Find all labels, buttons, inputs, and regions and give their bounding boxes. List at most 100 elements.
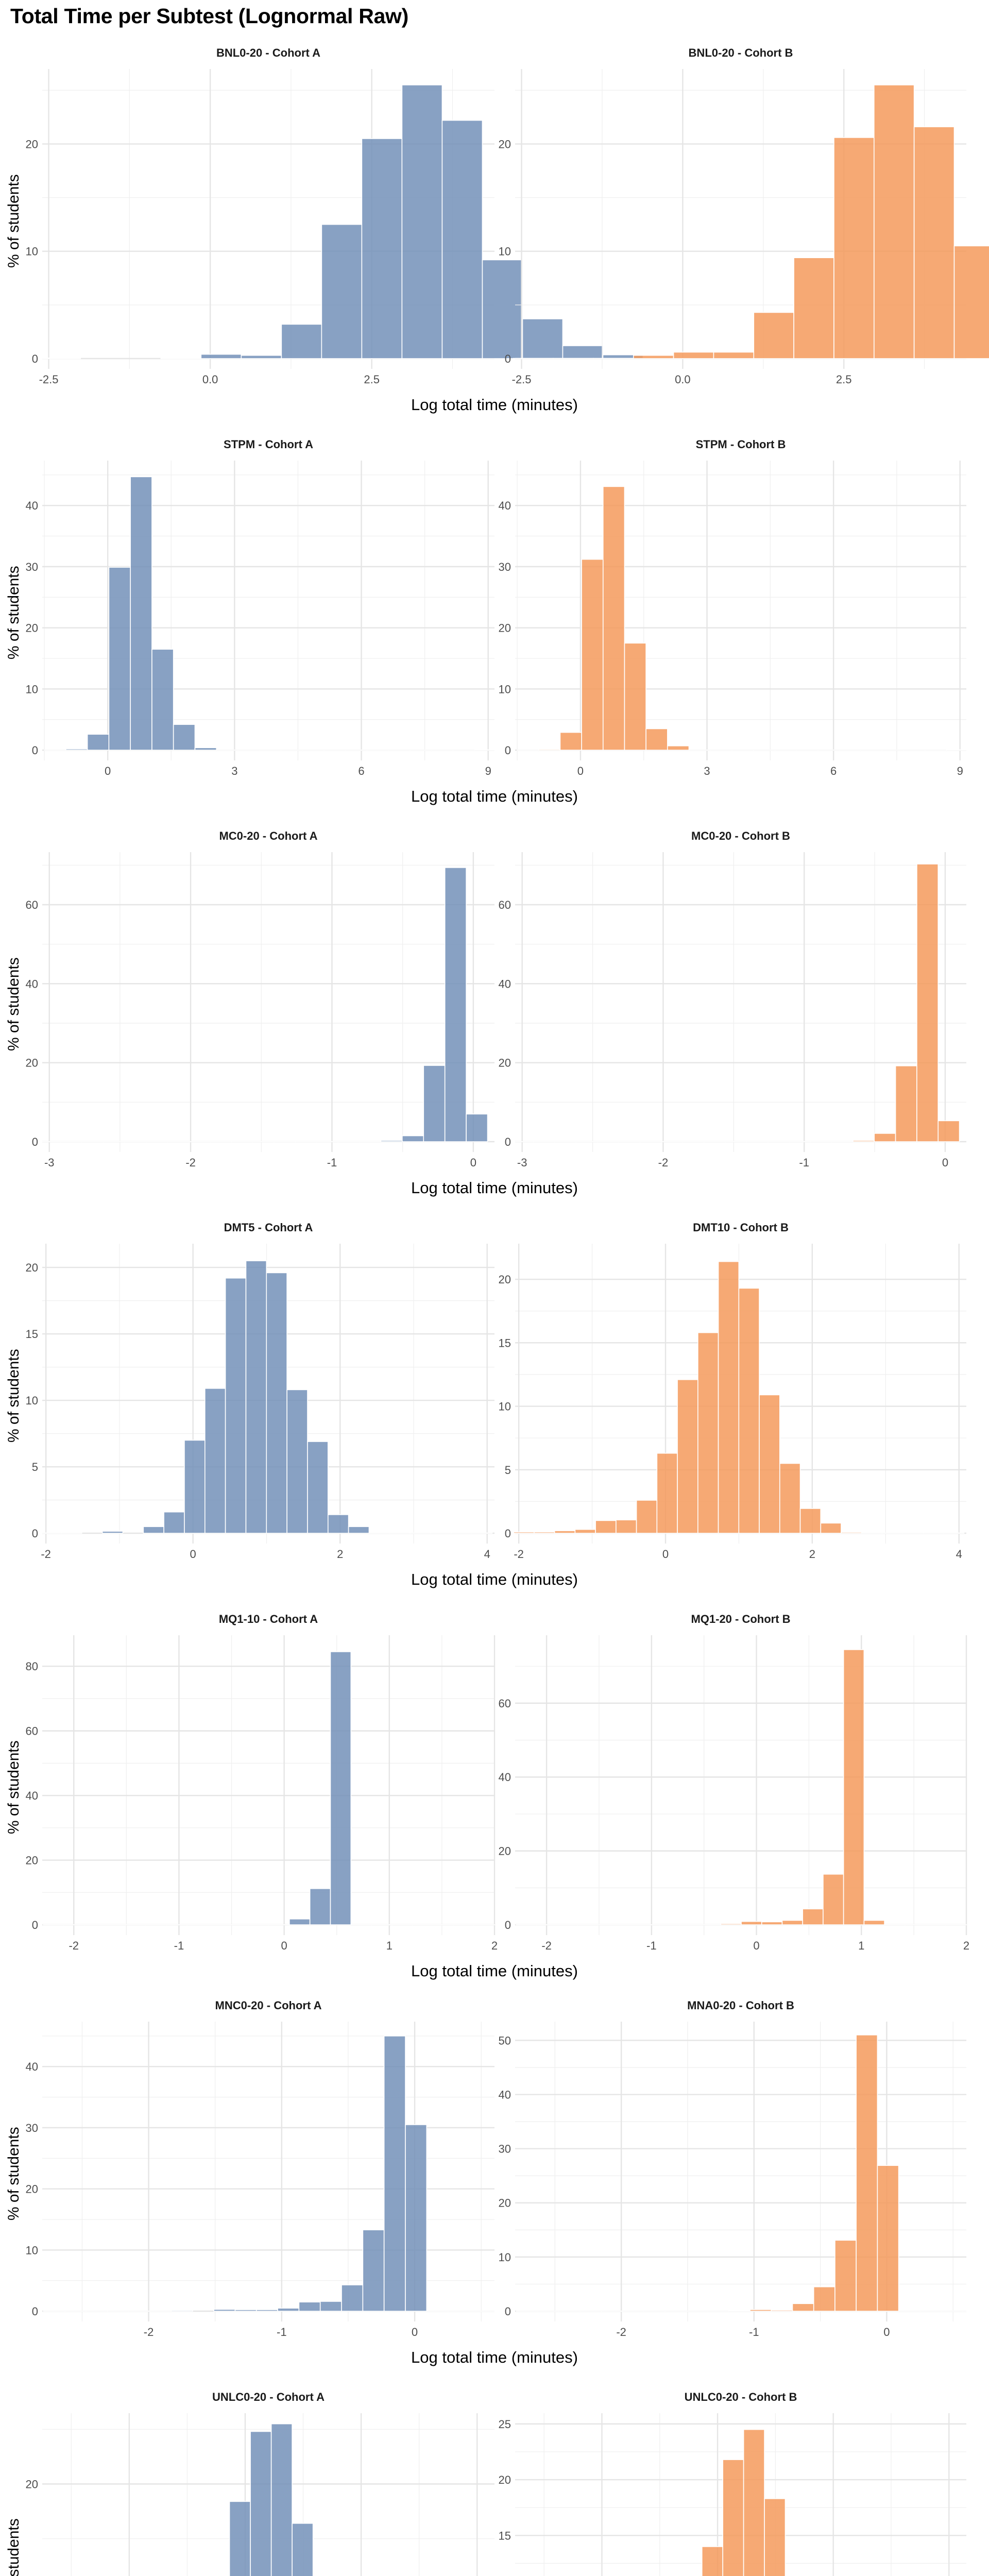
x-tick-label: 4 xyxy=(956,1548,962,1561)
histogram-bar xyxy=(624,642,646,751)
y-tick-label: 15 xyxy=(26,1328,38,1341)
panel-title: MQ1-20 - Cohort B xyxy=(691,1613,790,1625)
histogram-bar xyxy=(277,2308,300,2312)
histogram-bar xyxy=(534,1531,555,1534)
histogram-panel: STPM - Cohort A 0 3 6 9 0 10 20 30 40 xyxy=(26,438,497,777)
x-tick-label: 1 xyxy=(858,1939,864,1952)
histogram-bar xyxy=(741,1921,762,1925)
histogram-bar xyxy=(65,748,88,751)
x-tick-label: -2 xyxy=(185,1156,196,1169)
y-tick-label: 0 xyxy=(505,1527,511,1540)
histogram-bar xyxy=(697,1332,719,1534)
y-tick-label: 40 xyxy=(499,1771,511,1784)
histogram-bar xyxy=(877,2165,899,2312)
facet-row: % of students Log total time (minutes) MNC… xyxy=(0,1985,989,2377)
x-tick-label: 3 xyxy=(704,765,710,777)
panel-title: MQ1-10 - Cohort A xyxy=(219,1613,318,1625)
y-tick-label: 20 xyxy=(26,1854,38,1867)
histogram-bar xyxy=(720,1923,742,1925)
histogram-bar xyxy=(749,2309,772,2312)
y-tick-label: 0 xyxy=(505,744,511,757)
y-tick-label: 20 xyxy=(26,138,38,150)
y-tick-label: 20 xyxy=(499,2197,511,2210)
x-tick-label: -1 xyxy=(277,2326,287,2338)
facet-row: % of students Log total time (minutes) MQ1… xyxy=(0,1598,989,1991)
histogram-bar xyxy=(743,2429,765,2576)
histogram-bar xyxy=(292,2523,314,2576)
y-tick-label: 20 xyxy=(26,2478,38,2490)
histogram-bar xyxy=(266,1272,287,1534)
histogram-bar xyxy=(834,2240,857,2312)
x-tick-label: 2 xyxy=(491,1939,498,1952)
panel-title: STPM - Cohort A xyxy=(224,438,313,451)
panel-title: BNL0-20 - Cohort B xyxy=(689,46,793,59)
histogram-bar xyxy=(616,1519,637,1534)
histogram-bar xyxy=(792,2303,814,2312)
histogram-bar xyxy=(130,476,152,751)
histogram-bar xyxy=(753,312,794,359)
histogram-bar xyxy=(40,358,81,359)
y-tick-label: 40 xyxy=(26,977,38,990)
histogram-panel: STPM - Cohort B 0 3 6 9 0 10 20 30 40 xyxy=(499,438,968,777)
x-tick-label: -2.5 xyxy=(39,373,59,386)
y-tick-label: 20 xyxy=(499,1273,511,1286)
x-axis-label: Log total time (minutes) xyxy=(411,787,578,805)
histogram-bar xyxy=(863,1920,885,1925)
x-tick-label: -2 xyxy=(616,2326,626,2338)
facet-row: % of students Log total time (minutes) MC0… xyxy=(0,815,989,1208)
histogram-bar xyxy=(799,1508,822,1534)
histogram-bar xyxy=(229,2501,251,2576)
y-tick-label: 20 xyxy=(26,1261,38,1274)
x-axis-label: Log total time (minutes) xyxy=(411,1962,578,1980)
histogram-bar xyxy=(728,2310,751,2312)
histogram-bar xyxy=(595,1520,617,1534)
x-tick-label: 6 xyxy=(830,765,837,777)
x-tick-label: 1 xyxy=(386,1939,393,1952)
histogram-panel: UNLC0-20 - Cohort A-202401020 xyxy=(26,2391,494,2576)
x-tick-label: 3 xyxy=(231,765,237,777)
y-tick-label: 5 xyxy=(505,1464,511,1477)
facet-row: % of students Log total time (minutes) BNL… xyxy=(0,32,989,425)
panel-title: STPM - Cohort B xyxy=(696,438,786,451)
y-tick-label: 10 xyxy=(499,245,511,258)
histogram-bar xyxy=(633,354,674,359)
x-tick-label: 0.0 xyxy=(202,373,218,386)
histogram-bar xyxy=(402,1135,424,1142)
x-tick-label: -3 xyxy=(517,1156,527,1169)
histogram-bar xyxy=(701,2546,723,2576)
histogram-bar xyxy=(245,1260,267,1534)
x-tick-label: 0 xyxy=(753,1939,759,1952)
y-tick-label: 20 xyxy=(499,2473,511,2486)
histogram-bar xyxy=(423,1065,446,1142)
y-tick-label: 15 xyxy=(499,1336,511,1349)
x-tick-label: 2 xyxy=(963,1939,969,1952)
y-tick-label: 0 xyxy=(32,352,38,365)
x-tick-label: 2.5 xyxy=(836,373,852,386)
histogram-bar xyxy=(213,2309,236,2312)
y-tick-label: 15 xyxy=(499,2529,511,2542)
y-tick-label: 40 xyxy=(26,2060,38,2073)
y-tick-label: 50 xyxy=(499,2034,511,2047)
histogram-bar xyxy=(362,2229,385,2312)
histogram-bar xyxy=(820,1522,842,1534)
x-tick-label: 9 xyxy=(485,765,491,777)
y-tick-label: 0 xyxy=(32,1136,38,1148)
y-tick-label: 0 xyxy=(505,1136,511,1148)
histogram-bar xyxy=(286,1389,308,1534)
histogram-bar xyxy=(160,358,202,359)
y-tick-label: 0 xyxy=(32,744,38,757)
x-tick-label: 0 xyxy=(190,1548,196,1561)
x-tick-label: -1 xyxy=(749,2326,759,2338)
histogram-bar xyxy=(779,1463,801,1534)
y-tick-label: 20 xyxy=(499,138,511,150)
histogram-bar xyxy=(319,2301,342,2312)
histogram-bar xyxy=(444,867,467,1142)
y-tick-label: 10 xyxy=(499,1400,511,1413)
histogram-bar xyxy=(281,324,322,359)
histogram-bar xyxy=(574,1529,596,1534)
histogram-bar xyxy=(953,245,989,359)
histogram-panel: MC0-20 - Cohort A -3 -2 -1 0 0 20 40 60 xyxy=(26,829,494,1169)
